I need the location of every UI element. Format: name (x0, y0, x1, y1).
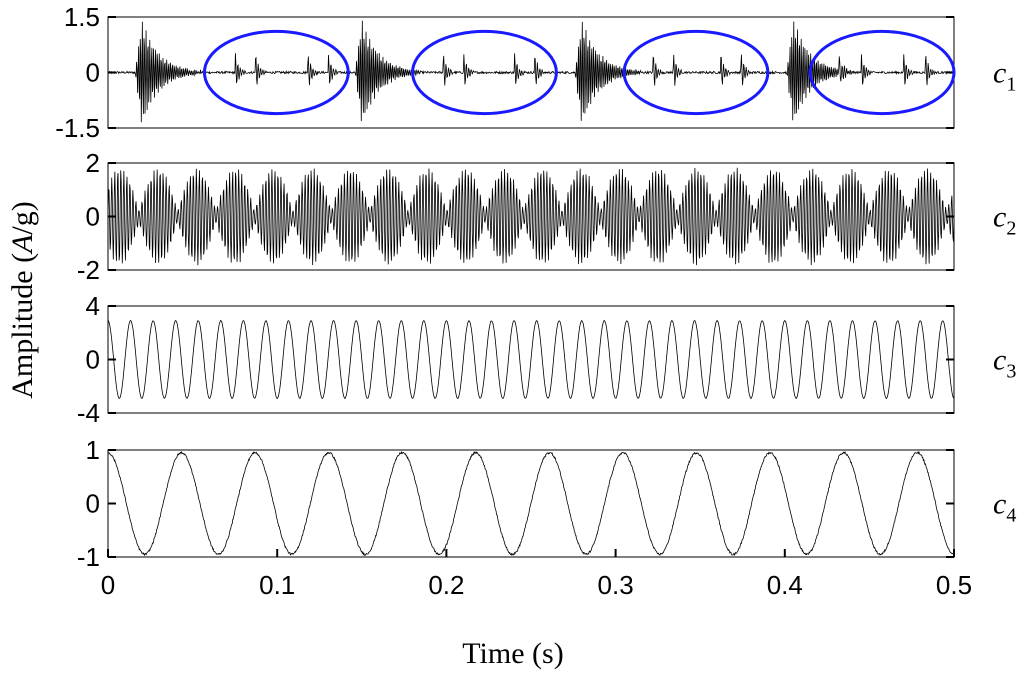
panel-c1: -1.5 0 1.5 c1 (55, 2, 1016, 143)
signal-trace (108, 20, 954, 123)
x-tick-label: 0 (101, 570, 115, 600)
y-tick-label: 1.5 (64, 2, 100, 32)
y-axis-title-suffix: /g) (6, 201, 39, 234)
component-label-subscript: 3 (1006, 361, 1016, 383)
x-axis-title: Time (s) (462, 637, 563, 670)
x-tick-label: 0.2 (428, 570, 464, 600)
component-label-subscript: 2 (1006, 218, 1016, 240)
y-axis-title-prefix: Amplitude ( (6, 253, 39, 399)
signal-trace (108, 319, 954, 400)
x-tick-label: 0.1 (259, 570, 295, 600)
x-tick-label: 0.5 (936, 570, 972, 600)
signal-trace (108, 450, 954, 557)
component-label: c4 (993, 488, 1016, 527)
component-label-subscript: 4 (1006, 505, 1016, 527)
y-tick-label: 2 (86, 148, 100, 178)
x-tick-label: 0.4 (767, 570, 803, 600)
x-tick-label: 0.3 (598, 570, 634, 600)
y-tick-label: 0 (86, 489, 100, 519)
y-axis-title: Amplitude (A/g) (6, 201, 39, 398)
component-label-letter: c (993, 488, 1006, 521)
highlight-ellipse (411, 29, 558, 116)
panel-c4: -1 0 1 c4 (77, 435, 1016, 572)
component-label-letter: c (993, 201, 1006, 234)
y-tick-label: -1 (77, 542, 100, 572)
highlight-ellipse (808, 29, 956, 116)
component-label-letter: c (993, 344, 1006, 377)
component-label: c3 (993, 344, 1016, 383)
panel-c3: -4 0 4 c3 (77, 291, 1016, 428)
component-label-letter: c (993, 57, 1006, 90)
y-tick-label: -1.5 (55, 113, 100, 143)
highlight-ellipse (202, 29, 350, 116)
y-tick-label: 0 (86, 345, 100, 375)
y-tick-label: -4 (77, 398, 100, 428)
component-label: c1 (993, 57, 1016, 96)
y-tick-label: 1 (86, 435, 100, 465)
y-tick-label: 4 (86, 291, 100, 321)
y-tick-label: 0 (86, 58, 100, 88)
y-tick-label: -2 (77, 255, 100, 285)
x-axis: 0 0.1 0.2 0.3 0.4 0.5 (101, 549, 972, 600)
y-axis-title-italic: A (6, 234, 39, 255)
y-tick-label: 0 (86, 202, 100, 232)
component-label-subscript: 1 (1006, 74, 1016, 96)
highlight-ellipse (622, 29, 770, 116)
component-label: c2 (993, 201, 1016, 240)
signal-trace (108, 167, 954, 266)
